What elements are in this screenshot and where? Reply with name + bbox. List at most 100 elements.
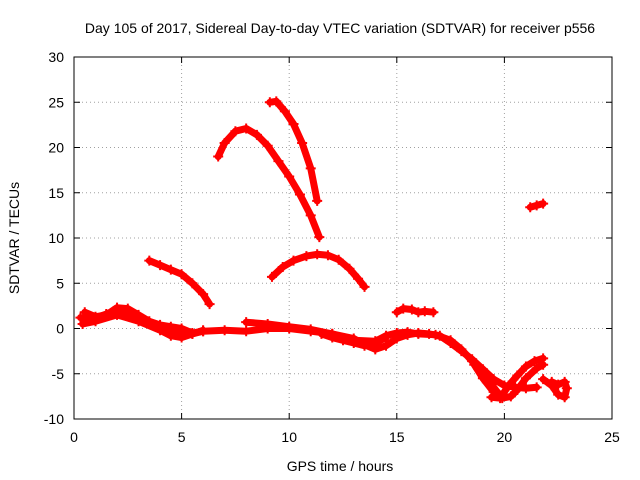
data-point [327, 332, 338, 343]
data-point [359, 340, 370, 351]
data-point [277, 261, 288, 272]
data-point [79, 307, 90, 318]
data-series [75, 96, 572, 404]
data-point [122, 303, 133, 314]
data-point [370, 337, 381, 348]
data-point [428, 307, 439, 318]
data-point [176, 323, 187, 334]
data-point [456, 346, 467, 357]
data-point [312, 195, 323, 206]
data-point [284, 171, 295, 182]
data-point [297, 137, 308, 148]
data-point [413, 328, 424, 339]
data-point [559, 392, 570, 403]
data-point [529, 356, 540, 367]
data-point [477, 373, 488, 384]
data-point [486, 392, 497, 403]
axis-ticks: 0 5 10 15 20 25 -10 -5 0 5 10 15 20 25 30 [44, 49, 620, 445]
data-point [262, 318, 273, 329]
data-point [538, 353, 549, 364]
data-point [241, 326, 252, 337]
data-point [512, 385, 523, 396]
data-point [112, 309, 123, 320]
data-point [262, 140, 273, 151]
data-point [305, 324, 316, 335]
data-point [391, 333, 402, 344]
series-arc-i-band [145, 257, 214, 308]
data-point [213, 151, 224, 162]
data-point [419, 306, 430, 317]
data-point [198, 325, 209, 336]
data-point [512, 370, 523, 381]
data-point [344, 263, 355, 274]
y-axis-label: SDTVAR / TECUs [6, 182, 22, 294]
data-point [546, 376, 557, 387]
x-tick-label: 25 [604, 429, 620, 445]
data-point [402, 329, 413, 340]
data-point [520, 373, 531, 384]
data-point [531, 200, 542, 211]
y-tick-label: 10 [48, 230, 64, 246]
data-point [176, 269, 187, 280]
y-tick-label: 20 [48, 140, 64, 156]
data-point [241, 317, 252, 328]
data-point [525, 202, 536, 213]
data-point [469, 359, 480, 370]
y-tick-label: 25 [48, 94, 64, 110]
data-point [520, 361, 531, 372]
data-point [77, 318, 88, 329]
y-tick-label: 5 [56, 275, 64, 291]
data-point [531, 382, 542, 393]
data-point [266, 271, 277, 282]
data-point [279, 106, 290, 117]
data-point [305, 210, 316, 221]
data-point [187, 328, 198, 339]
data-point [338, 335, 348, 346]
y-tick-label: 0 [56, 321, 64, 337]
data-point [219, 137, 230, 148]
data-point [294, 189, 305, 200]
data-point [559, 376, 570, 387]
data-point [288, 255, 299, 266]
data-point [165, 264, 176, 275]
data-point [538, 374, 549, 385]
data-point [561, 383, 572, 394]
data-point [553, 389, 564, 400]
data-point [495, 393, 506, 404]
data-point [301, 251, 312, 262]
data-point [155, 325, 166, 336]
x-axis-label: GPS time / hours [287, 458, 394, 474]
data-point [381, 332, 392, 343]
data-point [538, 198, 549, 209]
data-point [305, 163, 316, 174]
data-point [391, 307, 402, 318]
data-point [165, 330, 176, 341]
data-point [284, 321, 295, 332]
y-tick-label: -5 [52, 366, 65, 382]
data-point [553, 379, 564, 390]
data-point [251, 129, 262, 140]
data-point [445, 337, 456, 348]
x-tick-label: 20 [497, 429, 513, 445]
data-point [398, 303, 409, 314]
data-point [176, 332, 187, 343]
y-tick-label: 15 [48, 185, 64, 201]
data-point [288, 118, 299, 129]
data-point [314, 232, 325, 243]
data-point [219, 325, 230, 336]
data-point [273, 156, 284, 167]
data-point [90, 316, 101, 327]
data-point [204, 299, 215, 310]
data-point [165, 321, 176, 332]
data-point [503, 380, 514, 391]
data-point [359, 281, 370, 292]
data-point [505, 391, 516, 402]
data-point [333, 254, 344, 265]
x-tick-label: 0 [70, 429, 78, 445]
data-point [353, 273, 364, 284]
x-tick-label: 5 [178, 429, 186, 445]
y-tick-label: -10 [44, 411, 64, 427]
data-point [312, 249, 323, 260]
x-tick-label: 15 [389, 429, 405, 445]
